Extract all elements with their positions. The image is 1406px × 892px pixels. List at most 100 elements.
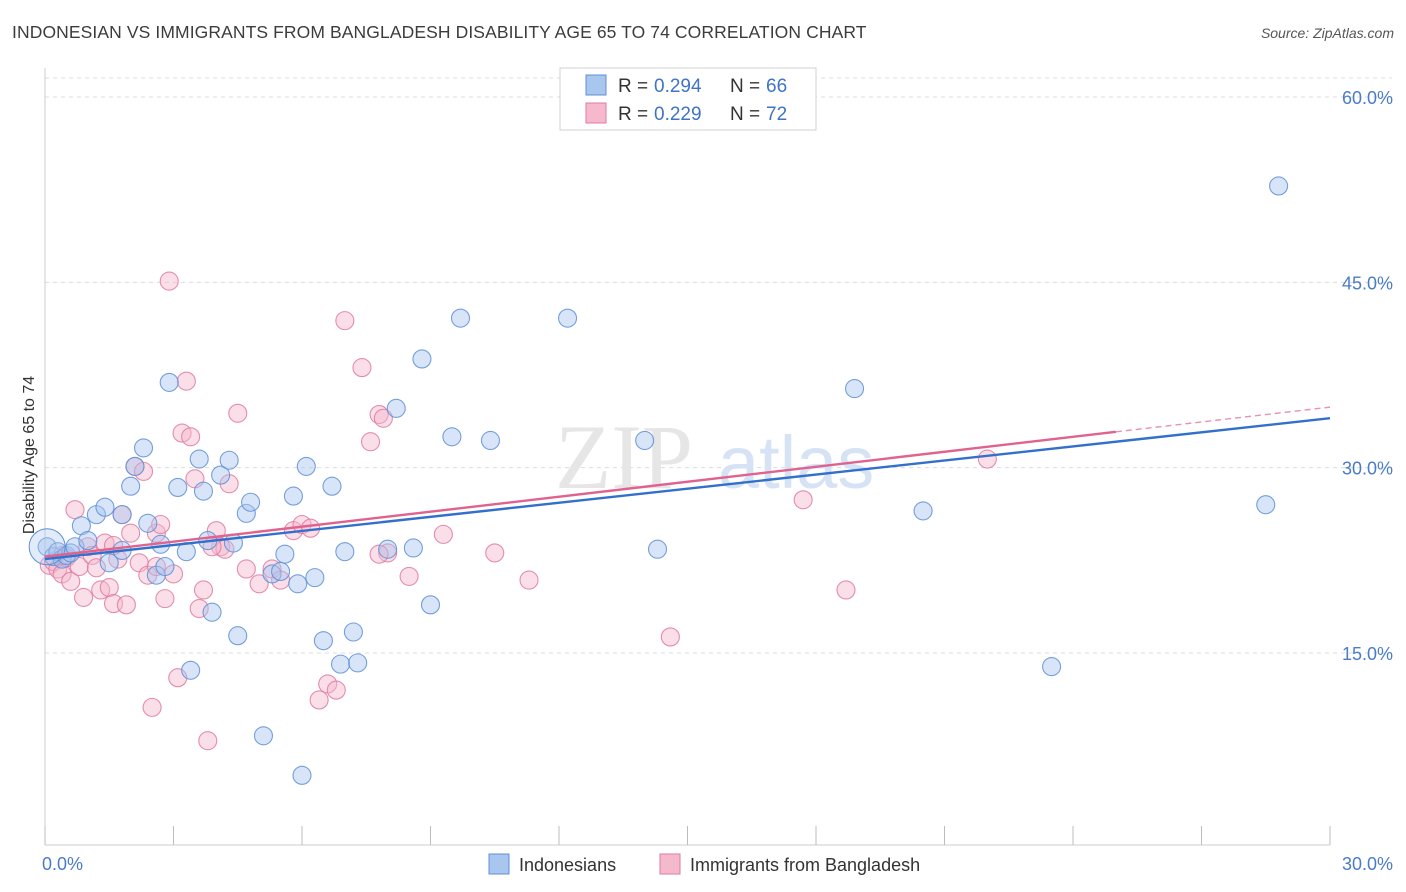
data-point [74,587,94,607]
data-point [647,539,668,559]
data-point [142,697,162,717]
y-tick-label: 15.0% [1342,644,1393,664]
legend-r-value-blue: 0.294 [654,76,702,97]
x-tick-label: 0.0% [42,854,83,874]
bottom-legend-swatch-pink [659,853,681,875]
data-point [305,568,325,588]
data-point [181,427,201,447]
data-point [313,631,333,651]
data-point [793,490,813,510]
chart-source: Source: ZipAtlas.com [1260,25,1394,41]
legend-r-label-pink: R = [618,104,648,125]
data-point [78,531,98,551]
data-point [386,398,406,418]
data-point [65,500,85,520]
watermark-zip: ZIP [555,406,693,508]
data-point [403,538,423,558]
data-point [485,543,505,563]
data-point [1269,176,1289,196]
bottom-legend-indonesians: Indonesians [519,855,616,875]
data-point [121,523,141,543]
data-point [275,544,295,564]
tick-labels: 15.0% 30.0% 45.0% 60.0% 0.0% 30.0% [42,88,1393,874]
data-point [219,450,239,470]
data-point [399,566,419,586]
data-point [236,559,256,579]
data-point [322,476,342,496]
trend-line-pink [44,430,1116,558]
data-point [420,595,441,615]
data-point [292,765,312,785]
data-point [352,358,372,378]
data-point [660,627,680,647]
data-point [198,731,218,751]
axes-layer [44,68,1331,846]
data-point [138,513,158,533]
bottom-legend-bangladesh: Immigrants from Bangladesh [690,855,920,875]
data-point [844,379,865,399]
data-point [335,542,355,562]
data-point [133,438,154,458]
bottom-legend: Indonesians Immigrants from Bangladesh [488,853,920,875]
legend-n-value-pink: 72 [766,104,787,125]
data-point [378,539,398,559]
data-point [343,622,363,642]
data-point [181,660,201,680]
data-point [95,497,115,517]
data-point [159,271,179,291]
legend-r-value-pink: 0.229 [654,104,702,125]
data-point [348,653,368,673]
legend-swatch-pink [585,102,607,124]
top-legend: R = 0.294 N = 66 R = 0.229 N = 72 [559,67,817,131]
data-point [326,680,346,700]
data-point [442,427,462,447]
legend-n-value-blue: 66 [766,76,787,97]
points-bangladesh [39,271,997,751]
data-point [450,308,471,328]
data-point [116,595,136,615]
data-point [236,503,256,523]
data-point [271,561,291,582]
data-point [112,505,132,525]
data-point [335,311,355,331]
data-point [249,574,269,594]
data-point [977,449,997,469]
data-point [913,501,933,521]
data-point [193,481,214,501]
y-axis-label: Disability Age 65 to 74 [21,376,38,534]
data-point [288,574,308,594]
data-point [155,556,175,577]
data-point [61,571,81,591]
data-point [159,372,179,392]
data-point [228,403,248,423]
data-point [125,456,145,476]
data-point [241,492,261,512]
legend-n-label-blue: N = [730,76,760,97]
y-tick-label: 60.0% [1342,88,1393,108]
data-point [189,449,209,469]
chart-title: INDONESIAN VS IMMIGRANTS FROM BANGLADESH… [12,22,867,42]
data-point [635,430,655,451]
data-point [433,524,453,544]
data-point [176,371,196,391]
data-point [519,570,539,590]
trend-line-dashed-pink [1115,406,1331,433]
data-point [228,626,248,646]
x-tick-label: 30.0% [1342,854,1393,874]
data-point [168,477,188,497]
data-point [330,654,351,674]
data-point [296,456,316,476]
data-point [283,486,303,506]
data-point [412,349,432,369]
data-point [121,476,141,496]
data-point [1042,657,1062,677]
data-point [202,602,222,622]
data-point [558,308,578,328]
trend-lines [44,406,1331,561]
data-point [155,589,175,609]
data-point [193,580,214,600]
data-point [99,553,119,573]
legend-swatch-blue [585,74,607,96]
data-point [360,432,381,452]
